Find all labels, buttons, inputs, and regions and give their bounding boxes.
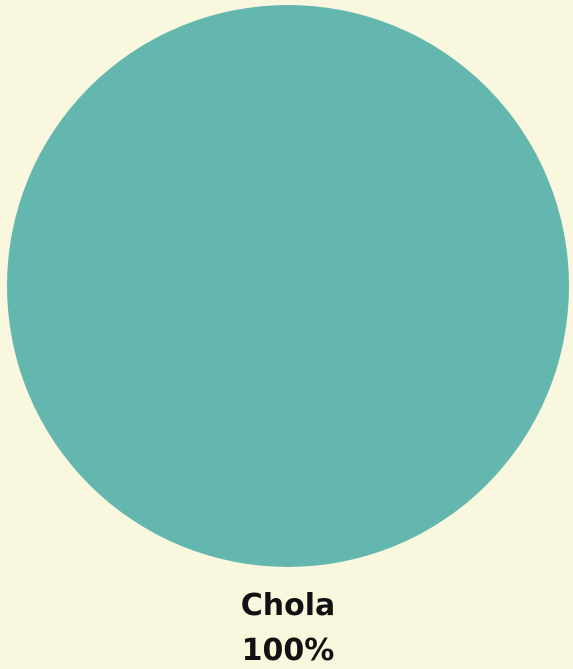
pie-labels: Chola 100% xyxy=(241,588,336,668)
pie-slices xyxy=(7,5,569,567)
pie-slice-chola xyxy=(7,5,569,567)
slice-label-name: Chola xyxy=(241,588,336,623)
slice-label-percent: 100% xyxy=(242,633,335,668)
